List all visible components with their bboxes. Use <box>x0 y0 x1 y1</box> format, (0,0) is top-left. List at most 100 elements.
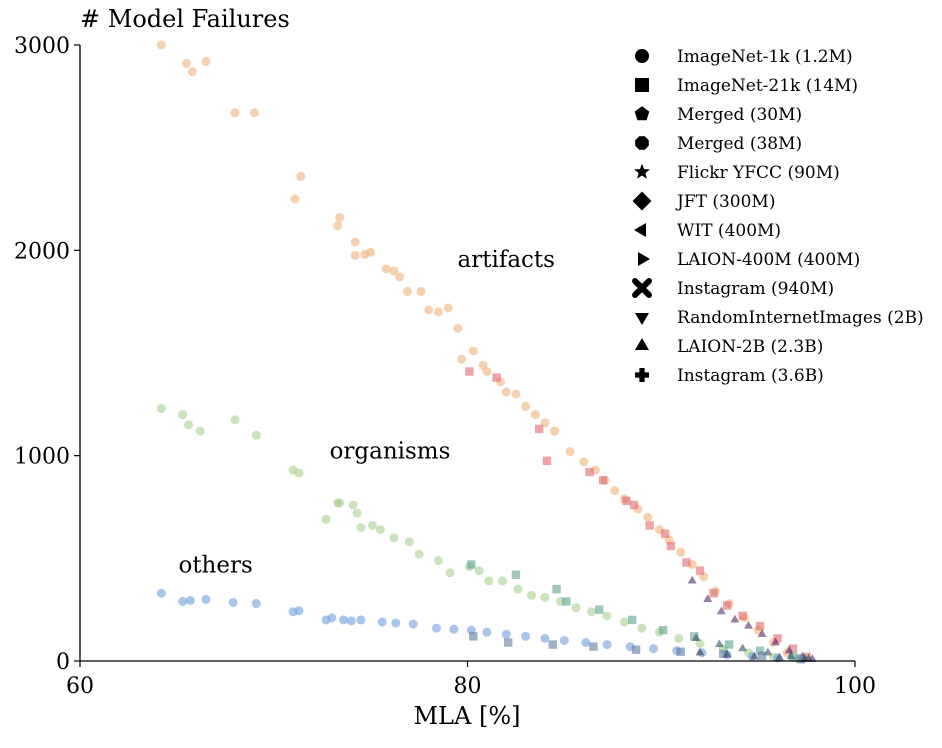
data-point <box>579 457 589 467</box>
data-point <box>757 629 767 637</box>
data-point <box>589 642 598 651</box>
legend-marker-plus-filled <box>635 368 649 382</box>
data-point <box>381 264 391 274</box>
data-point <box>802 652 811 662</box>
data-point <box>658 626 668 635</box>
legend-marker-square <box>635 78 649 92</box>
legend: ImageNet-1k (1.2M) ImageNet-21k (14M) Merg… <box>632 47 924 386</box>
data-point <box>356 615 366 625</box>
data-point <box>511 570 521 579</box>
y-axis-title: # Model Failures <box>80 5 290 33</box>
data-point <box>755 646 765 655</box>
group-labels: artifacts organisms others <box>178 247 555 579</box>
group-label-organisms: organisms <box>330 439 451 465</box>
data-point <box>714 639 724 648</box>
data-point <box>786 651 796 660</box>
legend-item: ImageNet-21k (14M) <box>635 76 858 96</box>
data-point <box>249 108 259 118</box>
data-point <box>784 645 794 654</box>
data-point <box>676 647 685 656</box>
legend-item: LAION-2B (2.3B) <box>635 337 823 357</box>
data-point <box>571 603 581 613</box>
legend-label: Instagram (3.6B) <box>677 366 824 386</box>
data-point <box>484 576 494 586</box>
y-tick-label: 2000 <box>14 239 70 264</box>
data-point <box>691 633 701 641</box>
data-point <box>695 647 705 656</box>
x-tick-label: 60 <box>66 674 94 699</box>
data-point <box>598 476 608 485</box>
data-point <box>585 467 594 477</box>
data-point <box>375 525 385 535</box>
data-point <box>492 373 501 382</box>
data-point <box>352 508 362 518</box>
data-point <box>445 568 455 578</box>
data-point <box>251 430 261 440</box>
data-point <box>521 631 531 641</box>
data-point <box>482 366 492 376</box>
data-point <box>513 584 523 594</box>
data-point <box>294 468 304 478</box>
data-point <box>676 547 686 557</box>
data-point <box>521 401 531 411</box>
data-point <box>321 514 331 524</box>
legend-marker-triangle-up <box>635 337 649 351</box>
data-point <box>294 606 304 616</box>
data-point <box>526 590 536 600</box>
x-axis-title: MLA [%] <box>413 702 520 730</box>
data-point <box>631 645 641 654</box>
legend-marker-circle <box>635 49 649 63</box>
data-point <box>468 346 478 356</box>
data-point <box>749 651 759 660</box>
data-point <box>195 426 205 436</box>
data-point <box>559 635 569 645</box>
legend-item: LAION-400M (400M) <box>637 250 860 270</box>
data-point <box>453 323 463 333</box>
data-point <box>178 410 188 420</box>
data-point <box>540 633 550 643</box>
data-point <box>503 638 513 647</box>
data-point <box>416 286 426 296</box>
data-point <box>482 627 492 637</box>
data-point <box>643 512 653 522</box>
legend-label: LAION-2B (2.3B) <box>677 337 823 357</box>
data-point <box>540 592 550 602</box>
legend-item: JFT (300M) <box>632 191 775 212</box>
data-point <box>327 613 337 623</box>
data-point <box>230 415 240 425</box>
legend-label: Instagram (940M) <box>677 279 834 299</box>
legend-marker-octagon <box>635 136 649 150</box>
data-point <box>695 566 705 575</box>
legend-label: JFT (300M) <box>675 192 775 212</box>
legend-marker-star <box>634 163 650 179</box>
data-point <box>228 597 238 607</box>
data-point <box>424 305 434 315</box>
data-point <box>348 500 358 510</box>
data-point <box>389 533 399 543</box>
legend-item: Flickr YFCC (90M) <box>634 163 840 183</box>
data-point <box>366 247 376 257</box>
legend-marker-triangle-down <box>635 312 649 326</box>
data-point <box>474 566 484 576</box>
legend-marker-diamond <box>632 191 652 211</box>
data-point <box>622 496 631 506</box>
data-point <box>184 420 193 430</box>
data-point <box>356 523 366 533</box>
data-point <box>722 601 732 610</box>
data-point <box>433 555 443 565</box>
data-point <box>404 537 414 547</box>
data-point <box>395 272 405 282</box>
data-point <box>469 632 478 641</box>
data-point <box>724 640 734 649</box>
y-tick-label: 0 <box>56 650 70 675</box>
data-point <box>722 649 732 658</box>
y-tick-label: 3000 <box>14 34 70 59</box>
legend-label: Merged (30M) <box>677 105 802 125</box>
data-point <box>290 194 300 204</box>
data-point <box>350 237 360 247</box>
data-point <box>730 614 740 623</box>
series-artifacts-square <box>465 367 811 662</box>
series-organisms-circle <box>156 403 804 664</box>
data-point <box>433 307 443 317</box>
